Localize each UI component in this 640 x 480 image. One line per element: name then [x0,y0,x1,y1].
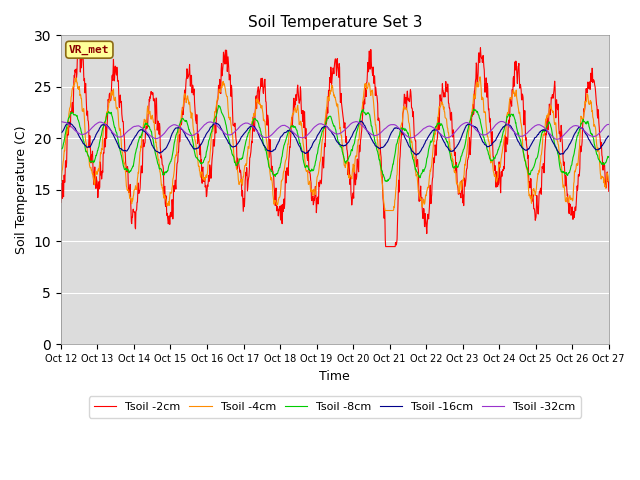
Line: Tsoil -4cm: Tsoil -4cm [61,77,609,211]
Line: Tsoil -32cm: Tsoil -32cm [61,121,609,139]
Tsoil -32cm [420,126,428,132]
Tsoil -16cm [166,138,173,144]
Tsoil -2cm [57,200,65,205]
Tsoil -4cm [605,178,612,183]
Title: Soil Temperature Set 3: Soil Temperature Set 3 [248,15,422,30]
Tsoil -16cm [541,127,548,133]
Tsoil -2cm [166,221,173,227]
Tsoil -4cm [492,177,500,183]
X-axis label: Time: Time [319,370,350,383]
Tsoil -16cm [420,141,428,147]
Tsoil -2cm [420,223,428,229]
Line: Tsoil -16cm: Tsoil -16cm [61,121,609,155]
Tsoil -32cm [540,125,548,131]
Tsoil -8cm [166,161,173,167]
Tsoil -4cm [166,197,173,203]
Tsoil -16cm [492,136,500,142]
Line: Tsoil -2cm: Tsoil -2cm [61,42,609,247]
Line: Tsoil -8cm: Tsoil -8cm [61,106,609,181]
Tsoil -8cm [420,167,428,172]
Tsoil -8cm [179,116,187,121]
Tsoil -2cm [76,39,83,45]
Y-axis label: Soil Temperature (C): Soil Temperature (C) [15,126,28,254]
Tsoil -2cm [492,184,500,190]
Tsoil -8cm [214,103,222,108]
Tsoil -32cm [498,119,506,124]
Tsoil -8cm [605,154,612,160]
Tsoil -8cm [492,152,500,158]
Tsoil -8cm [541,128,548,134]
Tsoil -2cm [605,189,612,194]
Tsoil -16cm [358,118,365,124]
Tsoil -16cm [57,130,65,135]
Tsoil -16cm [240,131,248,136]
Tsoil -4cm [381,208,388,214]
Tsoil -2cm [382,244,390,250]
Tsoil -4cm [179,106,187,111]
Tsoil -16cm [179,127,187,133]
Tsoil -4cm [57,177,65,183]
Text: VR_met: VR_met [69,45,109,55]
Tsoil -32cm [166,124,173,130]
Tsoil -2cm [241,204,248,210]
Tsoil -4cm [476,74,484,80]
Tsoil -32cm [492,122,499,128]
Tsoil -2cm [541,163,548,169]
Tsoil -32cm [605,121,612,127]
Tsoil -8cm [241,145,248,151]
Tsoil -32cm [240,121,248,127]
Tsoil -8cm [383,179,390,184]
Tsoil -16cm [605,133,612,139]
Legend: Tsoil -2cm, Tsoil -4cm, Tsoil -8cm, Tsoil -16cm, Tsoil -32cm: Tsoil -2cm, Tsoil -4cm, Tsoil -8cm, Tsoi… [89,396,581,418]
Tsoil -4cm [541,132,548,137]
Tsoil -4cm [420,200,428,205]
Tsoil -32cm [179,127,187,133]
Tsoil -32cm [553,136,561,142]
Tsoil -16cm [413,152,420,158]
Tsoil -8cm [57,145,65,151]
Tsoil -4cm [240,168,248,174]
Tsoil -2cm [179,112,187,118]
Tsoil -32cm [57,119,65,125]
